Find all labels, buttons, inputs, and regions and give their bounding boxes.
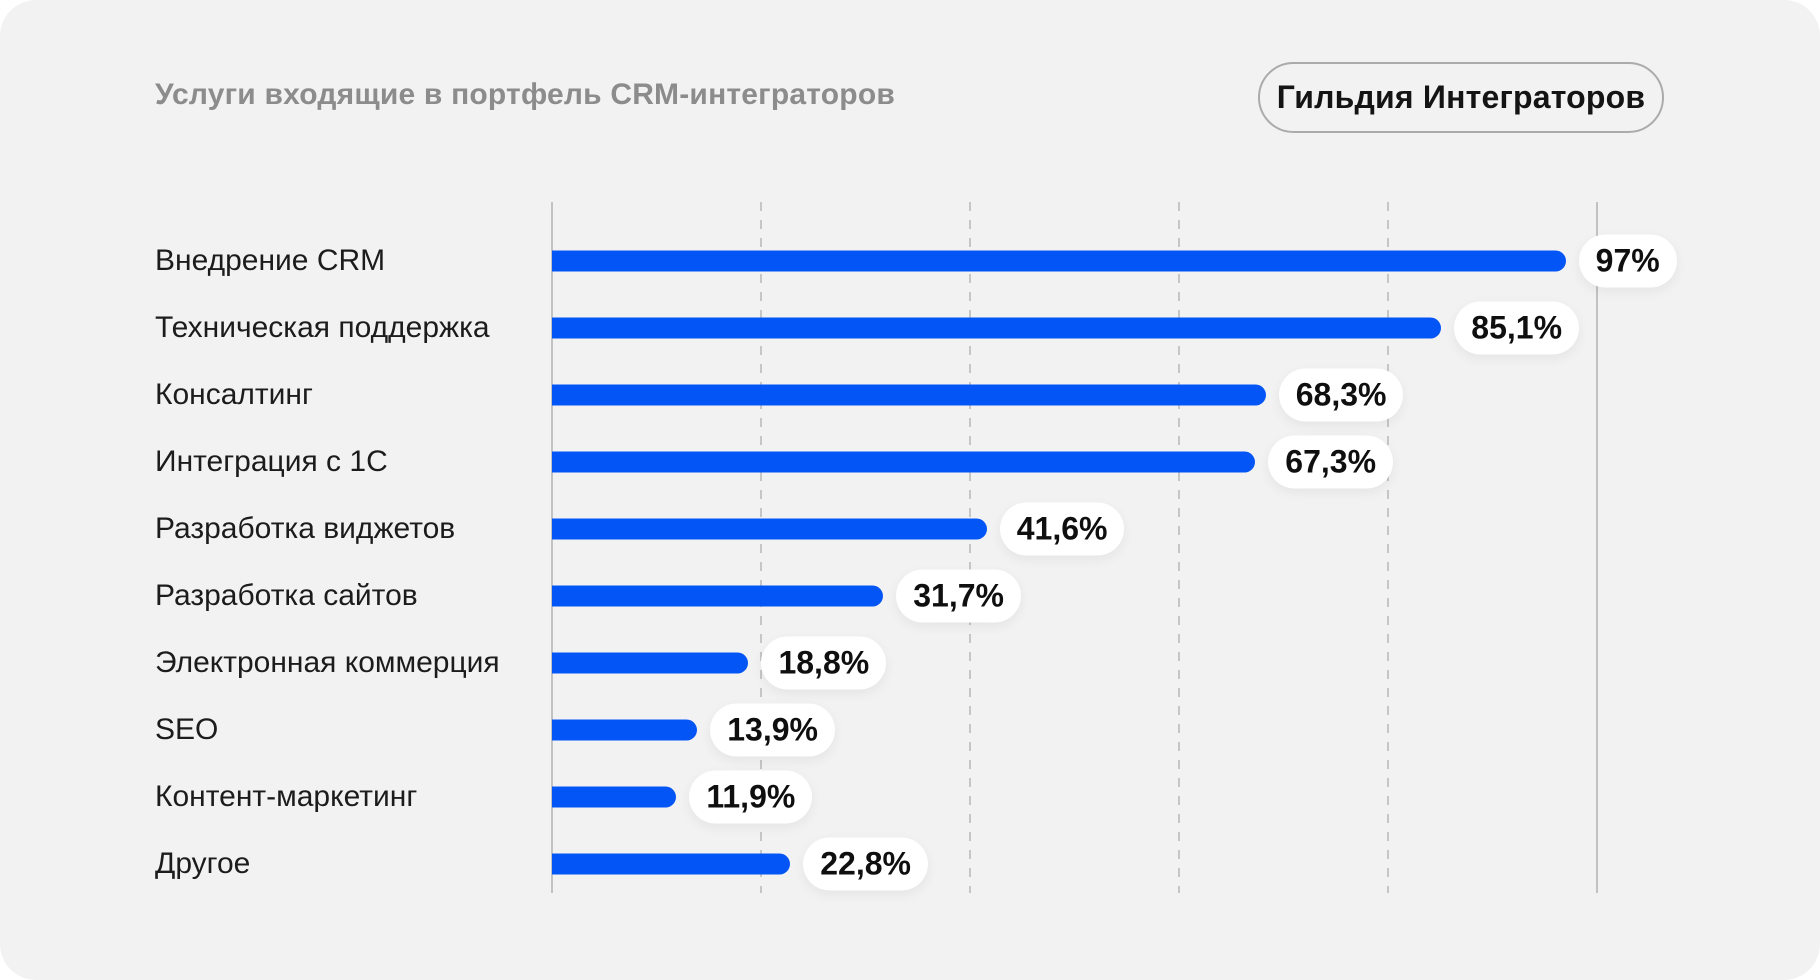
bar — [552, 786, 677, 808]
value-label: 11,9% — [706, 778, 796, 815]
bar — [552, 652, 749, 674]
gridline-60 — [1178, 202, 1180, 893]
chart-row: Электронная коммерция 18,8% — [0, 630, 1820, 697]
bar — [552, 585, 884, 607]
value-label: 18,8% — [778, 644, 870, 681]
value-pill: 13,9% — [710, 703, 835, 757]
bar-label: SEO — [155, 713, 219, 746]
value-pill: 11,9% — [689, 770, 813, 824]
bar-label: Техническая поддержка — [155, 311, 490, 344]
chart-row: Контент-маркетинг 11,9% — [0, 764, 1820, 831]
bar — [552, 451, 1256, 473]
gridline-40 — [969, 202, 971, 893]
value-label: 68,3% — [1295, 376, 1387, 413]
value-pill: 67,3% — [1268, 435, 1394, 489]
bar-label: Внедрение CRM — [155, 244, 386, 277]
bar — [552, 317, 1442, 339]
bar-label: Контент-маркетинг — [155, 780, 418, 813]
gridline-0 — [551, 202, 553, 893]
value-pill: 68,3% — [1278, 368, 1404, 422]
chart-row: Консалтинг 68,3% — [0, 362, 1820, 429]
value-pill: 41,6% — [999, 502, 1125, 556]
bar — [552, 250, 1566, 272]
chart-row: Внедрение CRM 97% — [0, 228, 1820, 295]
brand-badge-label: Гильдия Интеграторов — [1276, 79, 1646, 115]
value-pill: 22,8% — [803, 837, 928, 891]
value-label: 97% — [1595, 242, 1660, 279]
bar-label: Разработка сайтов — [155, 579, 418, 612]
chart-row: Разработка сайтов 31,7% — [0, 563, 1820, 630]
bar — [552, 719, 698, 741]
bar-label: Интеграция с 1С — [155, 445, 388, 478]
gridline-100 — [1596, 202, 1598, 893]
bar — [552, 518, 987, 540]
value-label: 31,7% — [913, 577, 1004, 614]
chart-row: Другое 22,8% — [0, 831, 1820, 898]
value-pill: 97% — [1578, 234, 1677, 288]
chart-row: Интеграция с 1С 67,3% — [0, 429, 1820, 496]
bar-label: Другое — [155, 847, 251, 880]
bar-label: Электронная коммерция — [155, 646, 500, 679]
bar-label: Консалтинг — [155, 378, 313, 411]
value-label: 13,9% — [727, 711, 818, 748]
chart-row: Техническая поддержка 85,1% — [0, 295, 1820, 362]
value-pill: 18,8% — [761, 636, 887, 690]
gridline-80 — [1387, 202, 1389, 893]
chart-row: Разработка виджетов 41,6% — [0, 496, 1820, 563]
bar — [552, 384, 1266, 406]
chart-title: Услуги входящие в портфель CRM-интеграто… — [155, 78, 895, 111]
bar — [552, 853, 791, 875]
value-label: 41,6% — [1016, 510, 1108, 547]
value-label: 85,1% — [1471, 309, 1563, 346]
chart-row: SEO 13,9% — [0, 697, 1820, 764]
brand-badge[interactable]: Гильдия Интеграторов — [1258, 62, 1664, 133]
value-pill: 31,7% — [896, 569, 1021, 623]
value-label: 22,8% — [820, 845, 911, 882]
value-label: 67,3% — [1285, 443, 1377, 480]
bar-label: Разработка виджетов — [155, 512, 456, 545]
value-pill: 85,1% — [1454, 301, 1580, 355]
gridline-20 — [760, 202, 762, 893]
